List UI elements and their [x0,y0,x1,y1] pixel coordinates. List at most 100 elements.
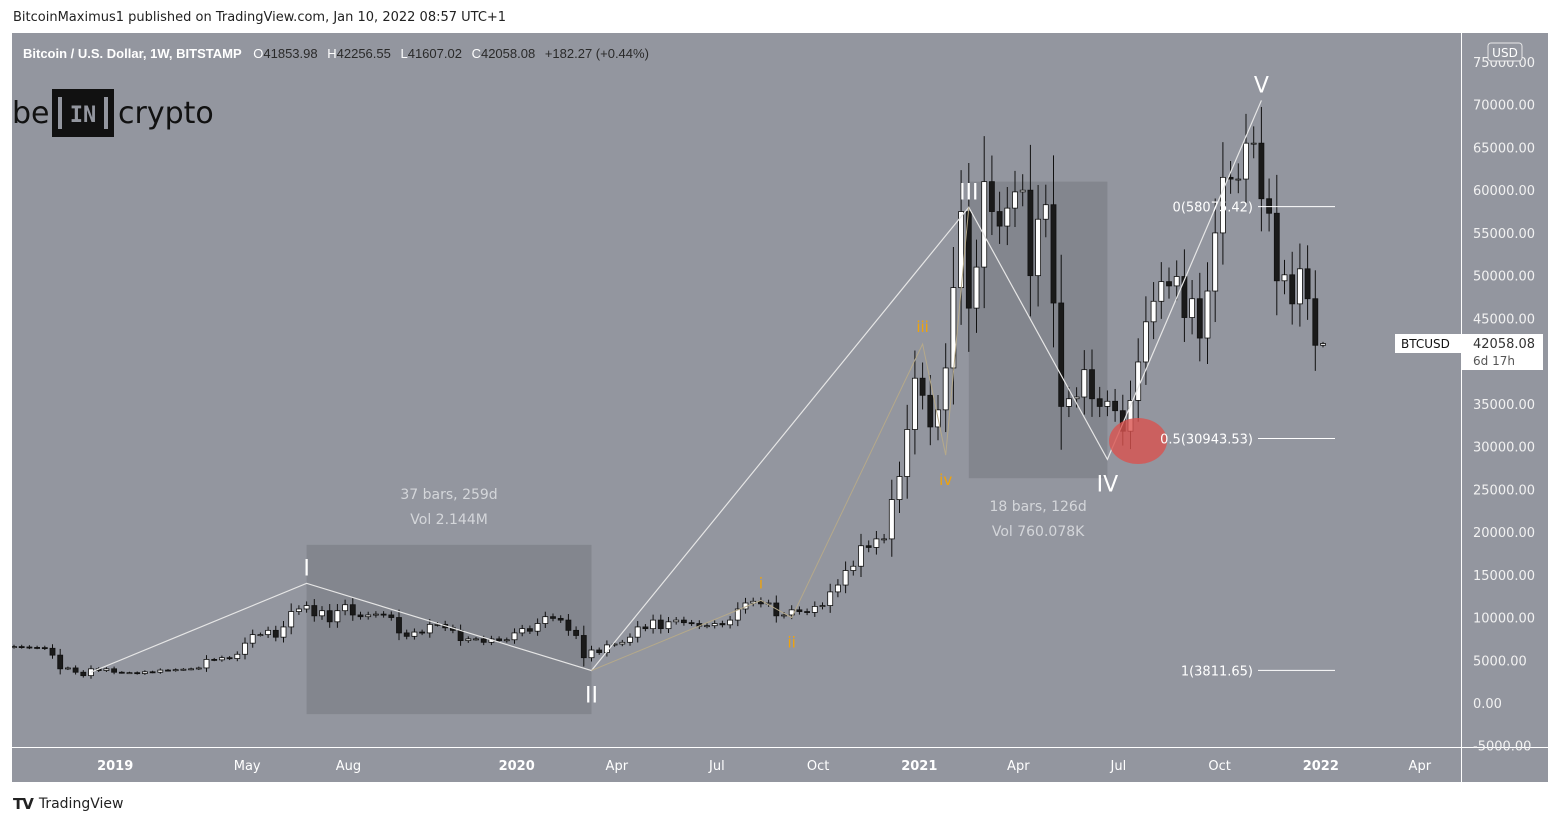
time-tick-label: Apr [1007,759,1030,774]
time-tick-label: Apr [1409,759,1432,774]
price-chart[interactable]: 37 bars, 259d Vol 2.144M 18 bars, 126d Vol … [12,33,1548,782]
candle-body [919,377,926,396]
candle [195,666,202,671]
candle-body [434,623,441,626]
candle [1189,280,1195,335]
candle [295,605,302,615]
candle-body [1104,400,1111,407]
candle-body [1250,142,1257,145]
time-tick-label: Apr [606,759,629,774]
candle-body [342,604,349,612]
candle-body [1135,361,1142,401]
candle [380,611,387,618]
candle-body [157,669,164,673]
candle [57,648,64,675]
wave-label-V: V [1254,73,1269,98]
candle-body [989,181,995,212]
price-tick-label: 15000.00 [1473,569,1535,584]
last-price: 42058.08 [1473,337,1535,352]
candle-body [211,659,218,661]
candle [503,637,510,643]
candle-body [357,614,364,618]
candle-body [172,669,179,672]
candle [419,629,426,636]
candle-body [1019,189,1026,193]
candle [172,668,179,672]
candle-body [727,619,733,626]
candle-body [758,600,764,605]
candle-body [457,629,464,642]
candle [1166,267,1172,299]
candle-body [303,605,310,610]
candle-body [349,604,356,616]
candle-body [203,659,210,669]
currency-badge[interactable] [1487,42,1523,62]
candle-body [657,619,664,630]
price-tick-label: 45000.00 [1473,312,1535,327]
wave-label-II: II [585,684,598,709]
candle [203,655,210,672]
candle [134,671,141,675]
candle [550,613,556,622]
price-tag [1462,334,1543,370]
candle-body [1320,343,1326,346]
wave-count-line [90,100,1262,673]
candle-body [480,638,487,643]
tradingview-logo-icon: TV [13,795,34,813]
candle [72,665,79,675]
candle [1019,174,1026,207]
time-tick-label: 2019 [97,759,133,774]
candle [534,618,541,636]
candle [1012,170,1018,228]
candle-body [1143,321,1149,363]
price-axis[interactable] [1462,33,1548,782]
candle-body [873,538,880,548]
candle [111,666,117,675]
time-axis[interactable] [12,748,1461,782]
candle-body [642,626,649,630]
candle [1220,142,1226,265]
chart-frame[interactable]: 37 bars, 259d Vol 2.144M 18 bars, 126d Vol … [12,33,1548,782]
price-tick-label: 10000.00 [1473,612,1535,627]
candle-body [650,619,656,630]
beincrypto-logo: be IN crypto [12,89,214,137]
candle-body [981,181,988,268]
price-tick-label: 70000.00 [1473,99,1535,114]
candle-body [1189,298,1195,318]
candle-body [80,671,87,677]
chart-pane[interactable] [12,33,1461,747]
price-tick-label: 35000.00 [1473,398,1535,413]
candle-body [819,605,826,607]
time-tick-label: Jul [708,759,725,774]
subwave-count-line [591,207,970,671]
symbol-title: Bitcoin / U.S. Dollar, 1W, BITSTAMP [23,46,242,61]
candle-body [265,629,272,636]
candle-body [1096,398,1103,407]
footer-brand[interactable]: TradingView [38,796,124,812]
candle-body [1258,142,1265,200]
candle-body [827,591,834,606]
candle [565,614,572,636]
logo-crypto: crypto [118,96,214,131]
candle-body [1081,369,1088,398]
candle [188,667,195,671]
candle-body [242,642,248,655]
candle [827,583,834,613]
candle [596,647,603,655]
candle [858,533,864,577]
candle-body [1196,298,1203,339]
candle-body [103,668,110,671]
candle-body [26,646,33,649]
candle [103,667,110,672]
candle-body [912,377,918,430]
subwave-label-iv: iv [939,471,952,489]
candle-body [388,614,395,618]
candle [1096,386,1103,418]
candle [280,621,287,643]
candle [473,636,479,641]
candle-body [118,671,125,674]
date-range-volume: Vol 760.078K [992,524,1085,540]
candle-body [1073,396,1080,400]
candle-body [426,623,433,634]
candle-body [804,611,810,613]
